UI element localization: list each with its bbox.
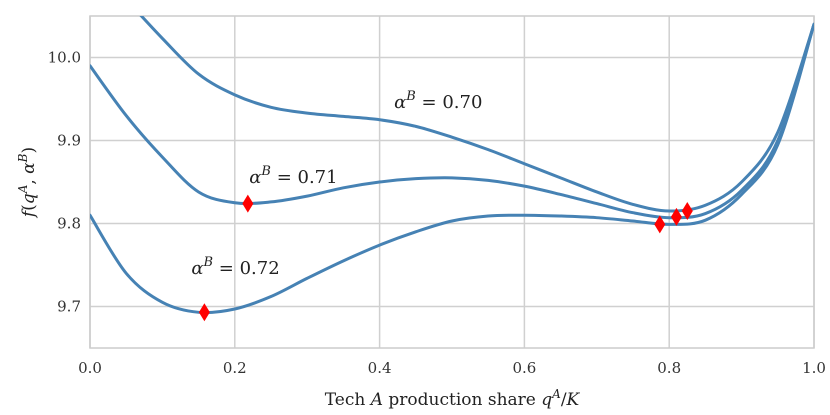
y-tick-label: 9.7 bbox=[57, 298, 81, 316]
y-tick-labels: 9.7 9.8 9.9 10.0 bbox=[48, 49, 81, 316]
minimum-marker bbox=[681, 202, 693, 221]
y-tick-label: 9.8 bbox=[57, 215, 81, 233]
x-tick-label: 0.4 bbox=[368, 359, 392, 377]
markers bbox=[198, 194, 693, 322]
x-axis-label: Tech A production share qA/K bbox=[325, 387, 581, 410]
series-line-1 bbox=[90, 22, 814, 220]
x-tick-label: 0.2 bbox=[223, 359, 247, 377]
minimum-marker bbox=[670, 207, 682, 226]
x-tick-label: 1.0 bbox=[802, 359, 826, 377]
y-tick-label: 9.9 bbox=[57, 132, 81, 150]
x-tick-label: 0.8 bbox=[657, 359, 681, 377]
minimum-marker bbox=[198, 303, 210, 322]
plot-frame bbox=[89, 15, 815, 349]
series-annotation: αB = 0.70 bbox=[394, 89, 482, 113]
series-annotation: αB = 0.71 bbox=[249, 164, 337, 188]
y-tick-label: 10.0 bbox=[48, 49, 81, 67]
minimum-marker bbox=[654, 215, 666, 234]
annotations: αB = 0.70 αB = 0.71 αB = 0.72 bbox=[191, 89, 482, 279]
minimum-marker bbox=[242, 194, 254, 213]
y-axis-label: f(qA, αB) bbox=[16, 147, 39, 219]
series-annotation: αB = 0.72 bbox=[191, 255, 279, 279]
series-line-0 bbox=[139, 16, 814, 213]
x-tick-label: 0.6 bbox=[512, 359, 536, 377]
grid bbox=[89, 16, 815, 348]
x-tick-labels: 0.0 0.2 0.4 0.6 0.8 1.0 bbox=[78, 359, 826, 377]
x-tick-label: 0.0 bbox=[78, 359, 102, 377]
